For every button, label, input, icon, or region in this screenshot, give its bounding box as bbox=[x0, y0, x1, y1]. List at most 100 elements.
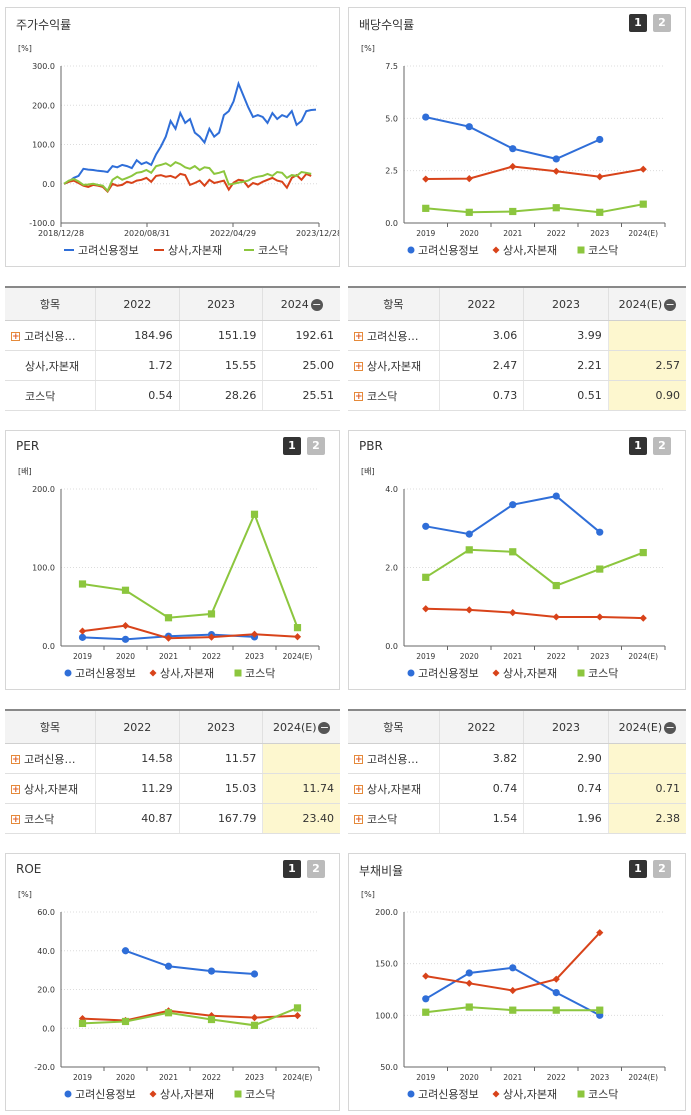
row-label: 상사,자본재 bbox=[367, 782, 422, 796]
data-point bbox=[509, 609, 517, 617]
view-1-button[interactable]: 1 bbox=[629, 437, 647, 455]
data-point bbox=[596, 208, 604, 216]
data-point bbox=[422, 522, 430, 530]
data-point bbox=[78, 1019, 87, 1028]
data-point bbox=[552, 155, 560, 163]
data-point bbox=[422, 175, 430, 183]
series-line bbox=[125, 949, 255, 975]
legend-marker bbox=[492, 669, 500, 677]
expand-icon[interactable]: + bbox=[354, 815, 363, 825]
table-row: + 코스닥 0.73 0.51 0.90 bbox=[348, 380, 686, 411]
column-header: 항목 bbox=[5, 709, 96, 744]
table-cell: 0.51 bbox=[523, 380, 609, 411]
view-2-button[interactable]: 2 bbox=[307, 860, 325, 878]
expand-icon[interactable]: + bbox=[354, 362, 363, 372]
x-tick-label: 2021 bbox=[503, 229, 522, 238]
row-name: 상사,자본재 bbox=[5, 350, 96, 381]
chart-svg: [%] 60.0 40.0 20.0 0.0 -20.0 2019 2020 2021 2022 2… bbox=[18, 890, 320, 1101]
row-name: 코스닥 bbox=[5, 380, 96, 411]
data-point bbox=[596, 613, 604, 621]
data-point bbox=[465, 606, 473, 614]
data-point bbox=[509, 964, 517, 972]
data-point bbox=[596, 135, 604, 144]
row-name: + 코스닥 bbox=[5, 803, 96, 834]
column-header: 항목 bbox=[5, 286, 96, 321]
view-1-button[interactable]: 1 bbox=[283, 860, 301, 878]
data-point bbox=[465, 546, 473, 554]
expand-icon[interactable]: + bbox=[354, 785, 363, 795]
view-2-button[interactable]: 2 bbox=[653, 14, 671, 32]
row-name: + 고려신용… bbox=[348, 743, 440, 774]
collapse-icon[interactable]: − bbox=[664, 720, 677, 734]
legend-label: 고려신용정보 bbox=[75, 667, 136, 680]
y-tick-label: 60.0 bbox=[37, 908, 55, 917]
view-1-button[interactable]: 1 bbox=[629, 14, 647, 32]
row-name: + 코스닥 bbox=[348, 803, 440, 834]
row-label: 상사,자본재 bbox=[367, 359, 422, 373]
legend-marker bbox=[577, 246, 585, 254]
series-line bbox=[425, 116, 601, 160]
collapse-icon[interactable]: − bbox=[664, 297, 677, 311]
data-point bbox=[293, 1004, 302, 1012]
data-point bbox=[639, 165, 647, 173]
data-point bbox=[465, 208, 473, 216]
x-tick-label: 2021 bbox=[503, 652, 522, 661]
data-point bbox=[552, 613, 560, 621]
legend-label: 코스닥 bbox=[245, 1088, 275, 1101]
y-tick-label: 100.0 bbox=[375, 1011, 398, 1020]
data-point bbox=[250, 1021, 259, 1029]
collapse-icon[interactable]: − bbox=[310, 297, 323, 311]
data-point bbox=[250, 1013, 259, 1022]
chart-title: 주가수익률 bbox=[16, 18, 72, 32]
expand-icon[interactable]: + bbox=[354, 392, 363, 402]
table-cell: 3.82 bbox=[438, 743, 524, 774]
y-unit-label: [%] bbox=[361, 44, 375, 53]
series-line bbox=[63, 172, 312, 194]
stock-return-chart-panel: 주가수익률 [%] 300.0 200.0 100.0 0.0 -100.0 2018/12… bbox=[5, 7, 340, 267]
expand-icon[interactable]: + bbox=[11, 755, 20, 765]
data-point bbox=[596, 528, 604, 536]
table-cell: 15.03 bbox=[178, 773, 263, 804]
table-cell: 192.61 bbox=[262, 320, 340, 351]
x-tick-label: 2024(E) bbox=[283, 652, 313, 661]
y-tick-label: 50.0 bbox=[380, 1063, 398, 1072]
data-point bbox=[465, 175, 473, 183]
data-point bbox=[465, 123, 473, 131]
view-1-button[interactable]: 1 bbox=[629, 860, 647, 878]
data-point bbox=[639, 200, 647, 208]
x-tick-label: 2021 bbox=[503, 1073, 522, 1082]
view-2-button[interactable]: 2 bbox=[653, 437, 671, 455]
column-header: 2022 bbox=[438, 286, 524, 321]
data-point bbox=[596, 173, 604, 181]
x-tick-label: 2024(E) bbox=[283, 1073, 313, 1082]
legend-marker bbox=[64, 669, 72, 677]
column-header: 항목 bbox=[348, 286, 440, 321]
expand-icon[interactable]: + bbox=[11, 785, 20, 795]
table-row: 코스닥 0.54 28.26 25.51 bbox=[5, 380, 340, 411]
chart-title: PER bbox=[16, 439, 40, 453]
per-chart-panel: PER 1 2 [배] 200.0 100.0 0.0 2019 2020 2021 2022… bbox=[5, 430, 340, 690]
chart-title: PBR bbox=[359, 439, 383, 453]
y-tick-label: 200.0 bbox=[32, 101, 55, 110]
row-name: + 상사,자본재 bbox=[348, 350, 440, 381]
y-unit-label: [배] bbox=[361, 467, 375, 476]
expand-icon[interactable]: + bbox=[11, 815, 20, 825]
y-tick-label: 2.5 bbox=[385, 167, 398, 176]
view-2-button[interactable]: 2 bbox=[307, 437, 325, 455]
y-tick-label: 200.0 bbox=[32, 485, 55, 494]
y-tick-label: 20.0 bbox=[37, 986, 55, 995]
view-2-button[interactable]: 2 bbox=[653, 860, 671, 878]
table-cell: 3.06 bbox=[438, 320, 524, 351]
expand-icon[interactable]: + bbox=[354, 332, 363, 342]
collapse-icon[interactable]: − bbox=[318, 720, 331, 734]
expand-icon[interactable]: + bbox=[354, 755, 363, 765]
expand-icon[interactable]: + bbox=[11, 332, 20, 342]
legend-label: 코스닥 bbox=[258, 244, 288, 257]
table-cell: 14.58 bbox=[94, 743, 180, 774]
row-label: 상사,자본재 bbox=[24, 782, 79, 796]
x-tick-label: 2023 bbox=[590, 229, 609, 238]
series-line bbox=[425, 607, 644, 620]
dividend-yield-chart-panel: 배당수익률 1 2 [%] 7.5 5.0 2.5 0.0 2019 2020 2021 202… bbox=[348, 7, 686, 267]
view-1-button[interactable]: 1 bbox=[283, 437, 301, 455]
